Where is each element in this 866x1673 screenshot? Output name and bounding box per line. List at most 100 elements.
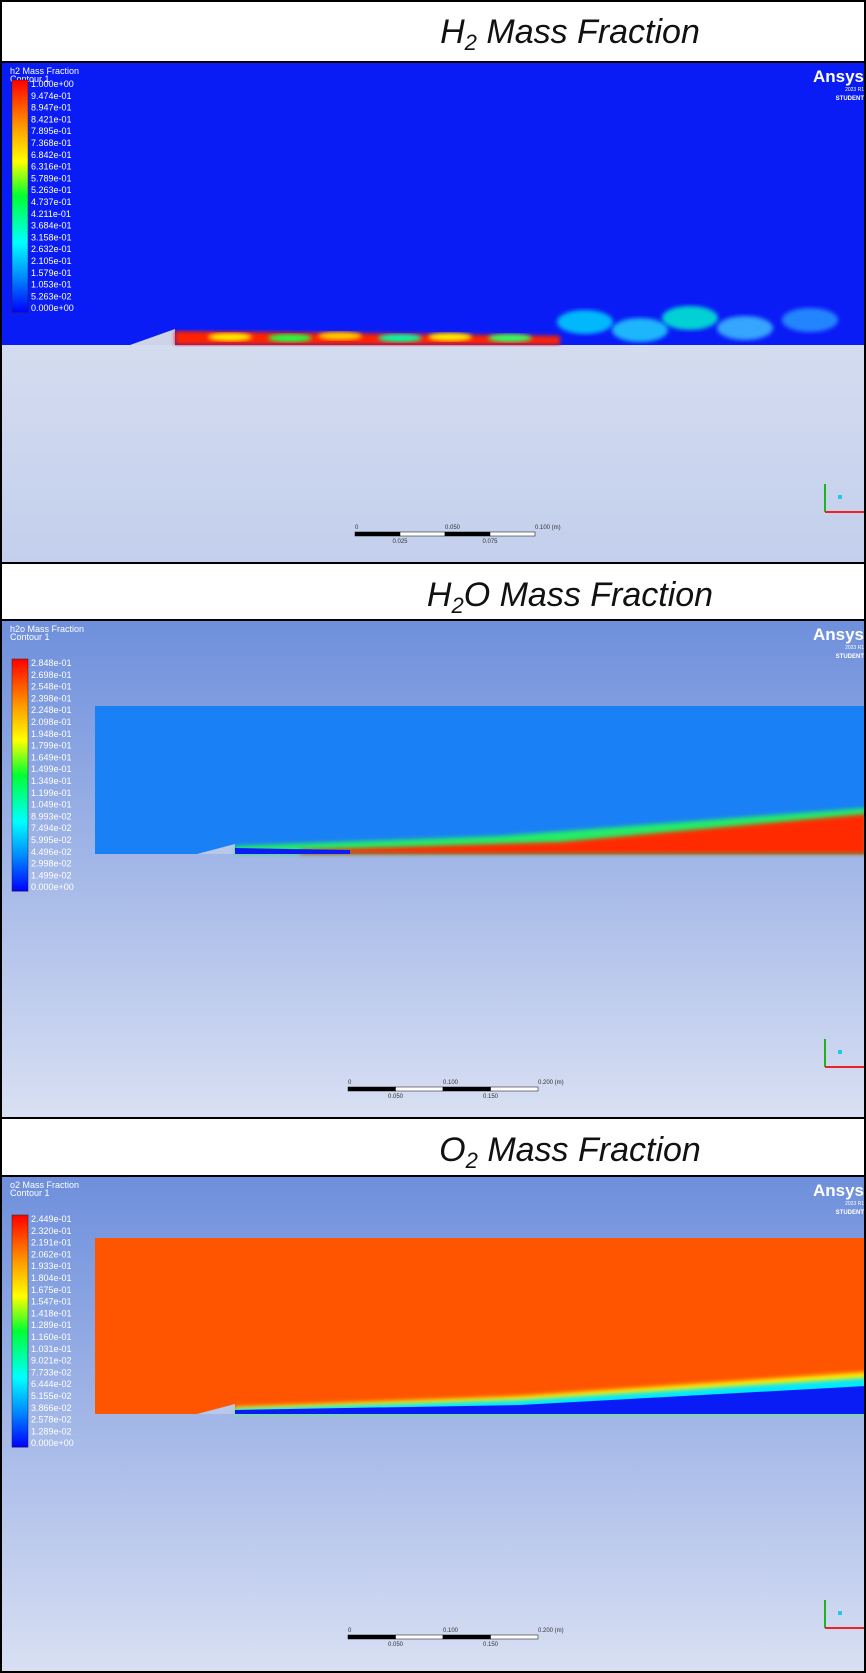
legend-label: 1.000e+00 xyxy=(31,79,74,89)
scale-segment xyxy=(443,1635,491,1639)
page: H2 Mass Fractionh2 Mass FractionContour … xyxy=(0,0,866,1673)
legend-label: 1.349e-01 xyxy=(31,776,72,786)
legend-label: 1.289e-01 xyxy=(31,1320,72,1330)
title-band xyxy=(0,0,866,62)
scale-label: 0.150 xyxy=(483,1642,499,1648)
legend-label: 4.211e-01 xyxy=(31,209,71,219)
legend-label: 2.105e-01 xyxy=(31,256,72,266)
legend-label: 2.320e-01 xyxy=(31,1226,72,1236)
legend-label: 8.947e-01 xyxy=(31,103,72,113)
scale-label: 0.025 xyxy=(392,539,408,545)
triad-z xyxy=(838,1050,842,1054)
legend-label: 9.474e-01 xyxy=(31,91,72,101)
legend-label: 5.995e-02 xyxy=(31,835,72,845)
legend-label: 2.062e-01 xyxy=(31,1249,72,1259)
panel: O2 Mass Fractiono2 Mass FractionContour … xyxy=(0,1118,866,1673)
legend-label: 1.053e-01 xyxy=(31,280,72,290)
legend-label: 3.684e-01 xyxy=(31,221,72,231)
legend-label: 1.547e-01 xyxy=(31,1297,72,1307)
logo-edition: STUDENT xyxy=(836,654,865,660)
scale-segment xyxy=(348,1087,396,1091)
mixing-blob xyxy=(782,308,838,332)
scale-label: 0.100 xyxy=(443,1628,459,1634)
legend-label: 4.737e-01 xyxy=(31,197,72,207)
background xyxy=(0,620,866,1117)
legend-label: 1.499e-01 xyxy=(31,764,72,774)
legend-label: 2.191e-01 xyxy=(31,1238,72,1248)
title-subscript: 2 xyxy=(450,593,463,618)
legend-label: 2.449e-01 xyxy=(31,1214,72,1224)
legend-label: 5.263e-01 xyxy=(31,185,72,195)
logo-version: 2023 R1 xyxy=(845,87,864,93)
legend-label: 3.158e-01 xyxy=(31,232,72,242)
legend-label: 9.021e-02 xyxy=(31,1356,72,1366)
legend-label: 4.496e-02 xyxy=(31,847,72,857)
legend-label: 2.578e-02 xyxy=(31,1415,72,1425)
legend-label: 6.842e-01 xyxy=(31,150,72,160)
logo-name: Ansys xyxy=(813,625,864,644)
triad-z xyxy=(838,495,842,499)
scale-label: 0.100 (m) xyxy=(535,525,561,531)
legend-label: 1.675e-01 xyxy=(31,1285,72,1295)
mixing-blob xyxy=(268,334,312,342)
legend-label: 1.933e-01 xyxy=(31,1261,72,1271)
title-text: Mass Fraction xyxy=(478,1131,701,1169)
scale-label: 0.050 xyxy=(388,1094,404,1100)
scale-segment xyxy=(348,1635,396,1639)
legend-label: 1.649e-01 xyxy=(31,752,72,762)
logo-version: 2023 R1 xyxy=(845,1201,864,1207)
mixing-blob xyxy=(612,318,668,342)
scale-segment xyxy=(445,532,490,536)
scale-segment xyxy=(490,532,535,536)
legend-label: 7.494e-02 xyxy=(31,823,72,833)
legend-label: 1.418e-01 xyxy=(31,1308,72,1318)
legend-label: 1.499e-02 xyxy=(31,870,72,880)
scale-segment xyxy=(491,1635,539,1639)
legend-label: 2.698e-01 xyxy=(31,670,72,680)
legend-label: 8.421e-01 xyxy=(31,114,72,124)
legend-label: 2.398e-01 xyxy=(31,693,72,703)
color-bar xyxy=(12,659,28,891)
title-subscript: 2 xyxy=(464,30,477,55)
legend-label: 5.263e-02 xyxy=(31,291,72,301)
legend-label: 1.799e-01 xyxy=(31,741,72,751)
legend-label: 1.049e-01 xyxy=(31,800,72,810)
legend-label: 2.248e-01 xyxy=(31,705,72,715)
scale-segment xyxy=(400,532,445,536)
figure: H2 Mass Fractionh2 Mass FractionContour … xyxy=(0,0,866,1673)
triad-z xyxy=(838,1611,842,1615)
logo-name: Ansys xyxy=(813,1181,864,1200)
legend-label: 7.368e-01 xyxy=(31,138,72,148)
legend-label: 2.848e-01 xyxy=(31,658,72,668)
legend-label: 7.733e-02 xyxy=(31,1367,72,1377)
mixing-blob xyxy=(557,310,613,334)
logo-version: 2023 R1 xyxy=(845,645,864,651)
scale-label: 0.200 (m) xyxy=(538,1628,564,1634)
legend-label: 1.289e-02 xyxy=(31,1426,72,1436)
legend-label: 5.789e-01 xyxy=(31,173,72,183)
title-text: O Mass Fraction xyxy=(464,576,713,614)
legend-label: 1.199e-01 xyxy=(31,788,72,798)
legend-label: 1.804e-01 xyxy=(31,1273,72,1283)
logo-name: Ansys xyxy=(813,67,864,86)
mixing-blob xyxy=(318,332,362,340)
title-text: Mass Fraction xyxy=(477,13,700,51)
scale-segment xyxy=(491,1087,539,1091)
legend-subtitle: Contour 1 xyxy=(10,632,50,642)
scale-segment xyxy=(396,1087,444,1091)
legend-label: 2.998e-02 xyxy=(31,859,72,869)
mixing-blob xyxy=(208,333,252,341)
scale-segment xyxy=(355,532,400,536)
color-bar xyxy=(12,80,28,312)
scale-label: 0.200 (m) xyxy=(538,1080,564,1086)
scale-label: 0.050 xyxy=(388,1642,404,1648)
scale-label: 0.050 xyxy=(445,525,461,531)
scale-segment xyxy=(396,1635,444,1639)
title-text: H xyxy=(440,13,465,51)
panel: H2 Mass Fractionh2 Mass FractionContour … xyxy=(0,0,866,562)
legend-label: 2.632e-01 xyxy=(31,244,72,254)
panel-title: H2O Mass Fraction xyxy=(427,576,713,618)
title-band xyxy=(0,1118,866,1176)
title-text: O xyxy=(439,1131,465,1169)
